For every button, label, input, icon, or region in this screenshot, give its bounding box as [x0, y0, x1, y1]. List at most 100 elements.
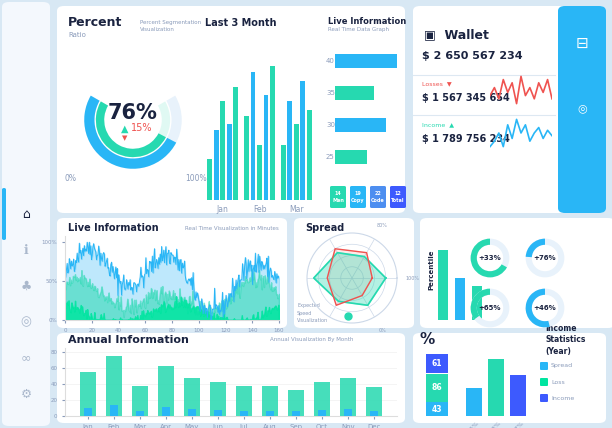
Bar: [335, 118, 386, 132]
Wedge shape: [526, 239, 545, 257]
Text: 45%: 45%: [467, 420, 480, 428]
Text: ▼: ▼: [122, 135, 127, 141]
Bar: [307, 110, 312, 200]
Wedge shape: [471, 239, 509, 277]
Bar: [80, 372, 95, 416]
Text: 0%: 0%: [64, 173, 76, 182]
Bar: [335, 54, 397, 68]
Text: Income: Income: [551, 395, 574, 401]
Bar: [162, 407, 170, 416]
Bar: [335, 149, 367, 164]
FancyBboxPatch shape: [540, 378, 548, 386]
Text: %: %: [420, 333, 435, 348]
Bar: [257, 145, 262, 200]
Bar: [188, 409, 196, 416]
Text: $ 2 650 567 234: $ 2 650 567 234: [422, 51, 523, 61]
Text: +65%: +65%: [479, 305, 501, 311]
Bar: [281, 145, 286, 200]
Text: +76%: +76%: [534, 255, 556, 261]
Bar: [110, 405, 118, 416]
Text: ∞: ∞: [21, 351, 31, 365]
Bar: [136, 410, 144, 416]
Wedge shape: [471, 288, 509, 327]
Bar: [250, 72, 255, 200]
Text: 40: 40: [326, 58, 335, 64]
FancyBboxPatch shape: [540, 394, 548, 402]
Bar: [300, 81, 305, 200]
Bar: [233, 86, 238, 200]
Text: 12
Total: 12 Total: [391, 191, 405, 202]
Text: 43: 43: [431, 404, 442, 413]
Wedge shape: [96, 101, 166, 157]
Text: +46%: +46%: [534, 305, 556, 311]
Bar: [294, 125, 299, 200]
FancyBboxPatch shape: [370, 186, 386, 208]
Bar: [240, 410, 248, 416]
FancyBboxPatch shape: [413, 6, 606, 213]
Text: Losses  ▼: Losses ▼: [422, 81, 452, 86]
Bar: [236, 386, 252, 416]
Text: +33%: +33%: [479, 255, 501, 261]
Bar: [367, 387, 382, 416]
Bar: [262, 386, 278, 416]
Text: Ratio: Ratio: [68, 32, 86, 38]
Text: 100%: 100%: [185, 173, 206, 182]
Bar: [227, 125, 231, 200]
FancyBboxPatch shape: [390, 186, 406, 208]
FancyBboxPatch shape: [57, 218, 287, 328]
FancyBboxPatch shape: [57, 6, 405, 213]
Bar: [132, 386, 147, 416]
Wedge shape: [526, 288, 564, 327]
Bar: [425, 354, 449, 373]
Text: 93%: 93%: [489, 420, 502, 428]
Bar: [244, 116, 249, 200]
FancyBboxPatch shape: [2, 2, 50, 426]
Bar: [438, 250, 449, 320]
FancyBboxPatch shape: [2, 188, 6, 240]
Text: ◎: ◎: [577, 103, 587, 113]
Text: Last 3 Month: Last 3 Month: [205, 18, 277, 28]
Text: Real Time Data Graph: Real Time Data Graph: [328, 27, 389, 33]
Text: ▣  Wallet: ▣ Wallet: [424, 29, 489, 42]
Wedge shape: [471, 239, 507, 277]
Bar: [488, 359, 504, 416]
Bar: [340, 377, 356, 416]
Bar: [106, 356, 122, 416]
Bar: [220, 101, 225, 200]
Text: 22
Code: 22 Code: [371, 191, 385, 202]
Wedge shape: [84, 95, 176, 169]
FancyBboxPatch shape: [558, 6, 606, 213]
Bar: [344, 409, 353, 416]
Text: Income
Statistics
(Year): Income Statistics (Year): [545, 324, 585, 356]
Text: 76%: 76%: [108, 103, 158, 123]
Bar: [207, 159, 212, 200]
Bar: [425, 402, 449, 416]
Wedge shape: [526, 288, 550, 327]
Text: 35: 35: [326, 90, 335, 96]
Text: $ 1 789 756 234: $ 1 789 756 234: [422, 134, 510, 144]
Text: $ 1 567 345 654: $ 1 567 345 654: [422, 93, 510, 103]
Text: Annual Visualization By Month: Annual Visualization By Month: [270, 338, 353, 342]
Bar: [214, 130, 218, 200]
Text: ♣: ♣: [20, 279, 32, 292]
FancyBboxPatch shape: [294, 218, 414, 328]
Text: Live Information: Live Information: [68, 223, 159, 233]
FancyBboxPatch shape: [413, 333, 606, 423]
Bar: [370, 411, 378, 416]
Text: Spread: Spread: [551, 363, 573, 369]
FancyBboxPatch shape: [540, 362, 548, 370]
Text: ⌂: ⌂: [22, 208, 30, 220]
Bar: [288, 389, 304, 416]
Bar: [184, 377, 200, 416]
Bar: [425, 374, 449, 401]
Wedge shape: [471, 288, 490, 319]
Text: 25: 25: [326, 154, 335, 160]
Text: ⚙: ⚙: [20, 387, 32, 401]
Bar: [314, 382, 330, 416]
Text: ℹ: ℹ: [24, 244, 28, 256]
Text: ▲: ▲: [121, 123, 129, 134]
Bar: [266, 410, 274, 416]
FancyBboxPatch shape: [420, 218, 612, 328]
Polygon shape: [314, 253, 386, 305]
Bar: [466, 388, 482, 416]
